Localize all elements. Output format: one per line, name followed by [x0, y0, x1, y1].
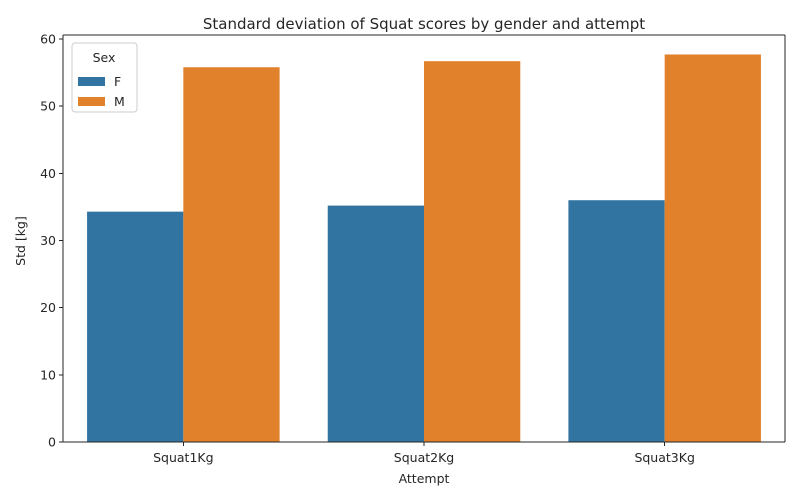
bar-F-Squat1Kg [87, 211, 184, 442]
chart-title: Standard deviation of Squat scores by ge… [203, 15, 645, 33]
legend-label-M: M [114, 94, 125, 109]
legend-title: Sex [93, 50, 116, 65]
bar-M-Squat3Kg [664, 54, 761, 442]
y-tick-label-30: 30 [40, 233, 56, 248]
legend-label-F: F [114, 74, 121, 89]
legend-swatch-M [78, 97, 105, 106]
bar-F-Squat3Kg [568, 200, 665, 442]
bar-F-Squat2Kg [327, 205, 424, 442]
x-tick-label-Squat2Kg: Squat2Kg [394, 450, 454, 465]
y-tick-label-50: 50 [40, 99, 56, 114]
bar-M-Squat2Kg [424, 61, 521, 443]
y-tick-label-20: 20 [40, 300, 56, 315]
legend: Sex FM [71, 42, 138, 113]
bar-M-Squat1Kg [183, 67, 280, 443]
plot-area: 0 10 20 30 40 50 60 Squat1Kg Squat2Kg Squat3Kg [40, 32, 786, 465]
legend-items: FM [78, 74, 125, 109]
y-tick-label-40: 40 [40, 166, 56, 181]
y-tick-label-0: 0 [48, 435, 56, 450]
y-tick-label-10: 10 [40, 367, 56, 382]
y-axis-label: Std [kg] [13, 216, 28, 266]
x-tick-label-Squat3Kg: Squat3Kg [634, 450, 694, 465]
y-tick-label-60: 60 [40, 32, 56, 47]
x-tick-label-Squat1Kg: Squat1Kg [153, 450, 213, 465]
x-axis-label: Attempt [399, 471, 450, 486]
legend-swatch-F [78, 77, 105, 86]
